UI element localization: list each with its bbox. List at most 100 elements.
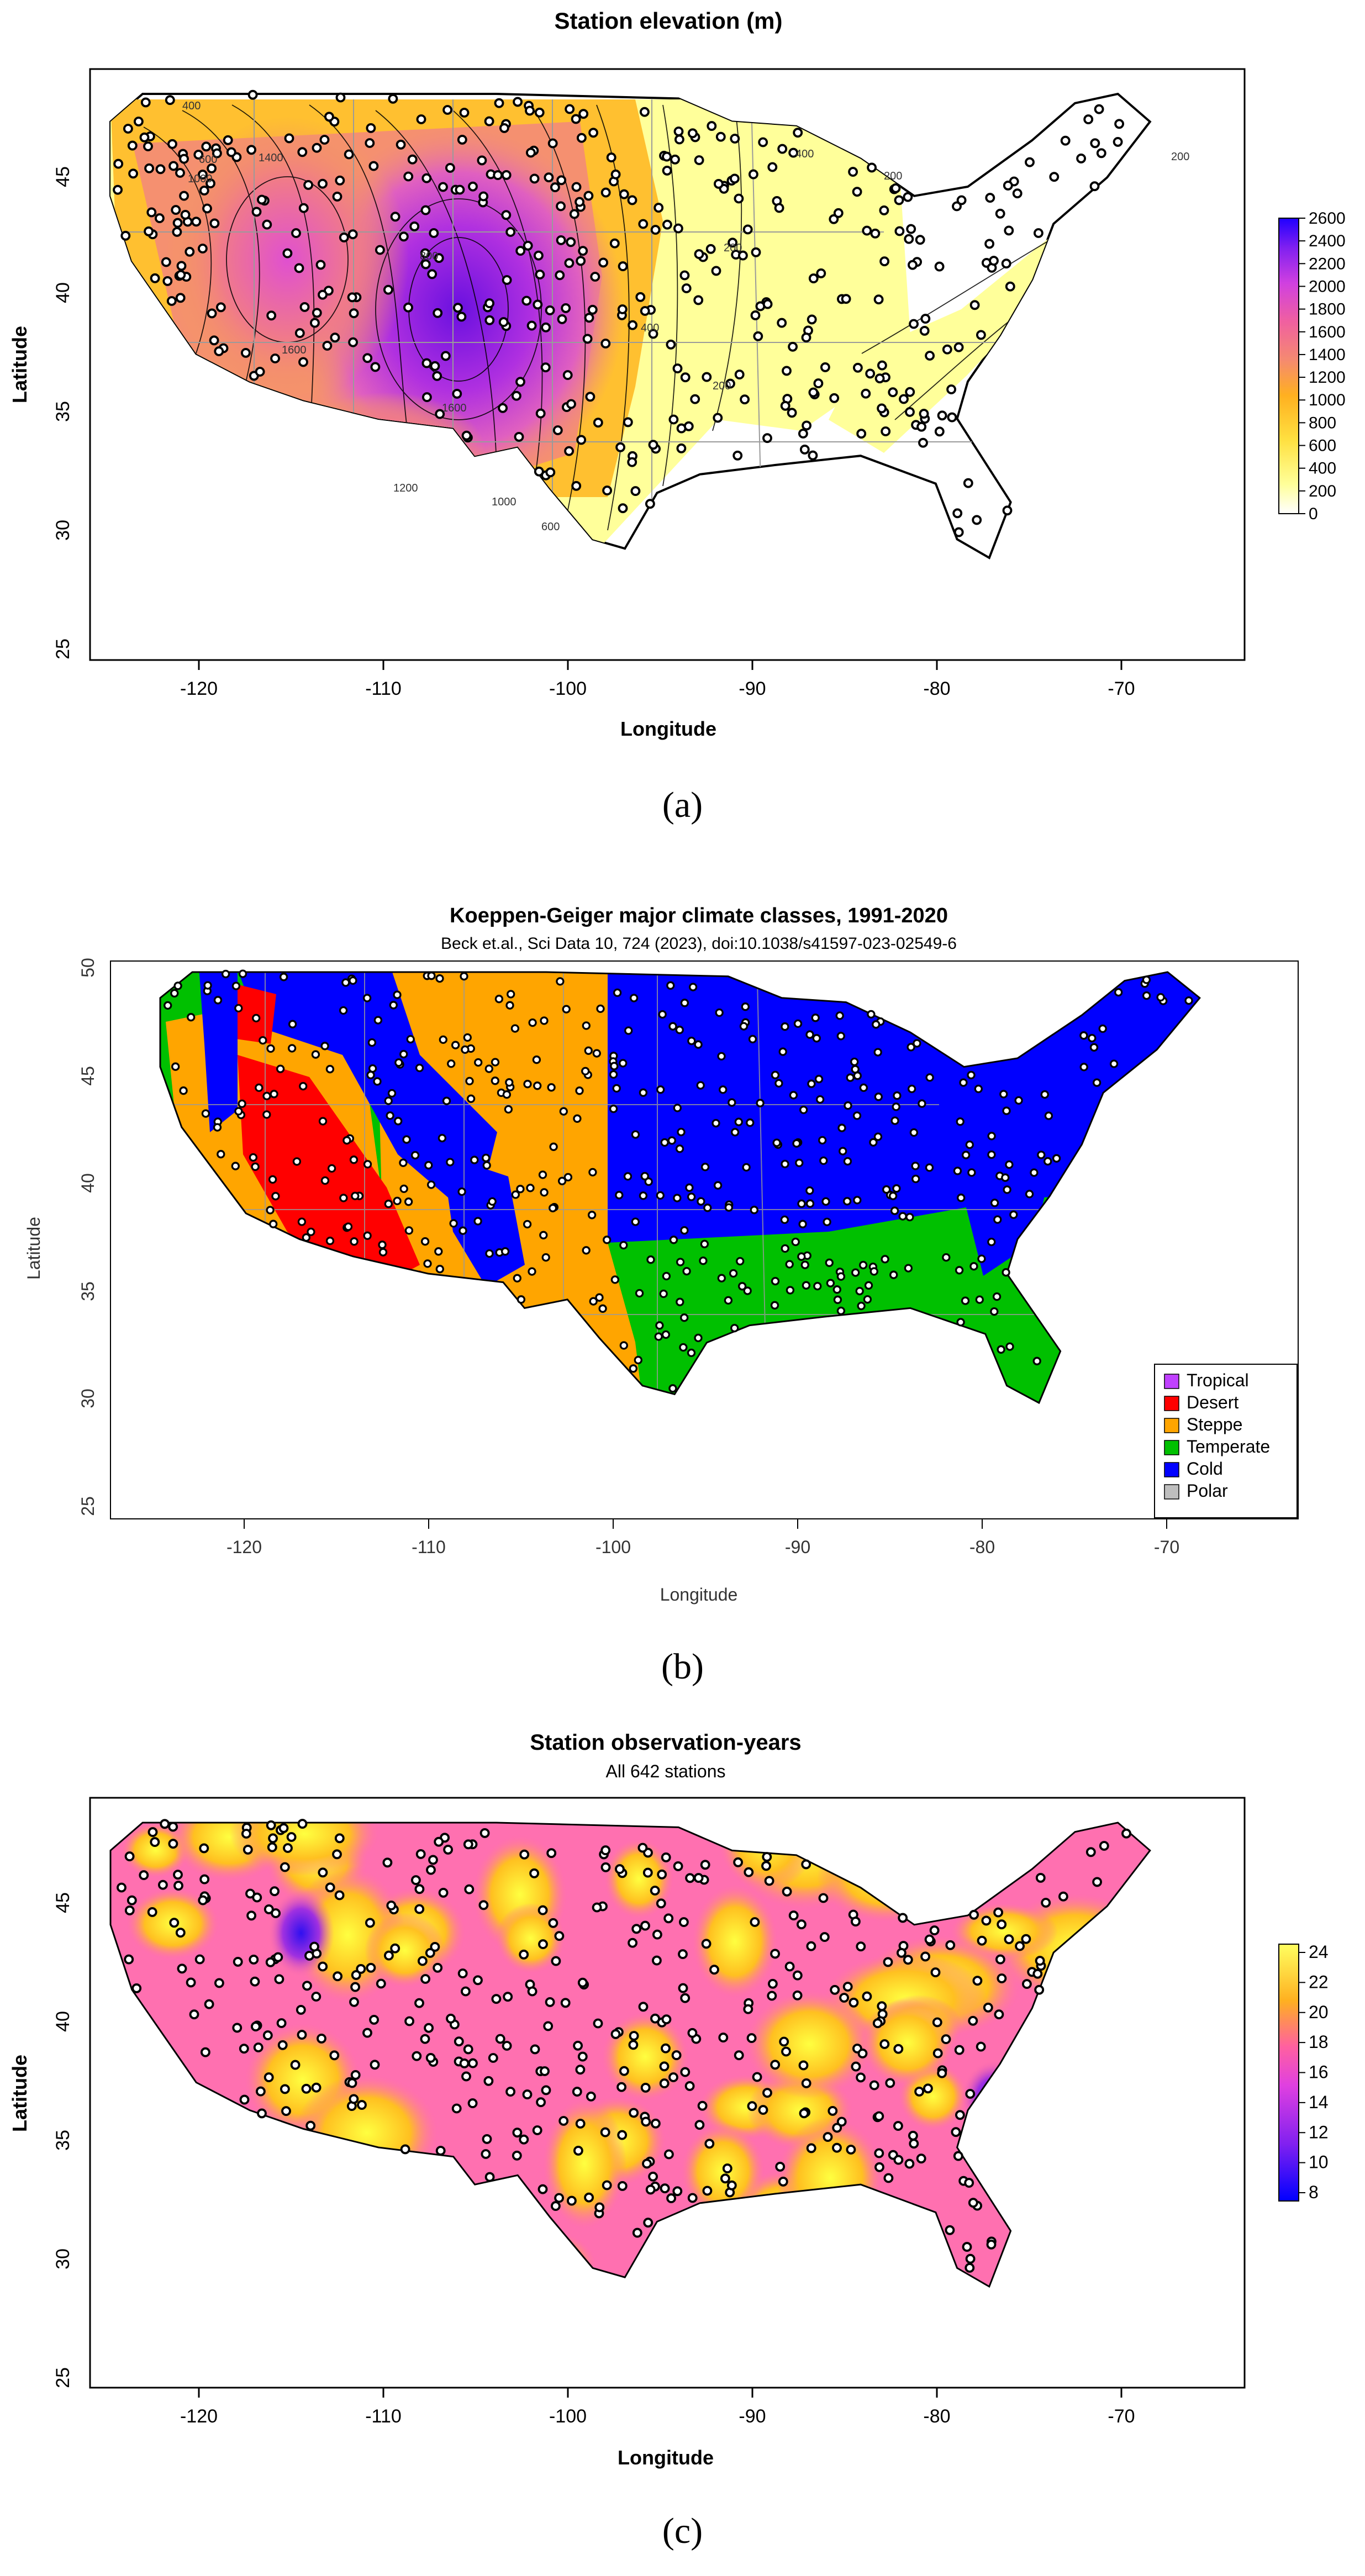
- station-marker: [299, 302, 310, 312]
- station-marker: [694, 155, 704, 165]
- x-tick-label: -90: [739, 678, 766, 699]
- station-marker: [666, 339, 676, 350]
- station-marker: [746, 2033, 757, 2044]
- station-marker: [635, 1289, 644, 1298]
- station-marker: [609, 238, 620, 249]
- station-marker: [519, 1849, 530, 1860]
- station-marker: [550, 2201, 561, 2211]
- station-marker: [869, 2080, 879, 2091]
- station-marker: [832, 2123, 842, 2133]
- station-marker: [678, 1949, 688, 1960]
- station-marker: [409, 221, 420, 231]
- station-marker: [628, 320, 638, 330]
- station-marker: [618, 503, 628, 514]
- station-marker: [659, 1289, 668, 1298]
- station-marker: [764, 1876, 774, 1886]
- station-marker: [541, 2085, 551, 2095]
- station-marker: [1142, 975, 1151, 984]
- station-marker: [677, 1127, 686, 1137]
- station-marker: [846, 2145, 856, 2155]
- station-marker: [694, 1040, 703, 1049]
- station-marker: [414, 1884, 425, 1894]
- station-marker: [502, 275, 512, 285]
- station-marker: [779, 2036, 789, 2047]
- station-marker: [233, 1956, 243, 1967]
- station-marker: [946, 384, 957, 394]
- station-marker: [434, 1836, 444, 1847]
- station-marker: [584, 2192, 594, 2203]
- station-marker: [197, 244, 208, 254]
- station-marker: [468, 2058, 478, 2068]
- station-marker: [465, 1076, 474, 1086]
- station-marker: [277, 2040, 288, 2050]
- station-marker: [1037, 1150, 1046, 1159]
- x-tick-label: -80: [923, 2406, 950, 2427]
- panel-c-ylabel: Latitude: [8, 2055, 31, 2132]
- station-marker: [662, 165, 672, 176]
- station-marker: [562, 370, 573, 381]
- panel-b-stations: [164, 969, 1193, 1393]
- station-marker: [808, 450, 818, 461]
- station-marker: [171, 1062, 180, 1071]
- station-marker: [619, 1241, 628, 1250]
- station-marker: [870, 228, 881, 239]
- station-marker: [639, 107, 650, 117]
- station-marker: [977, 1254, 986, 1263]
- station-marker: [650, 2118, 661, 2129]
- station-marker: [1076, 153, 1087, 163]
- station-marker: [1092, 1877, 1103, 1887]
- station-marker: [160, 1819, 170, 1829]
- panel-a-stations: [113, 89, 1125, 537]
- station-marker: [406, 1034, 415, 1044]
- station-marker: [1005, 281, 1015, 292]
- station-marker: [479, 1828, 490, 1838]
- station-marker: [616, 2082, 627, 2092]
- station-marker: [1034, 1984, 1045, 1995]
- station-marker: [782, 366, 792, 376]
- station-marker: [425, 2052, 436, 2063]
- station-marker: [351, 1191, 360, 1201]
- station-marker: [925, 351, 935, 361]
- station-marker: [617, 2181, 628, 2191]
- station-marker: [872, 2018, 883, 2029]
- station-marker: [952, 508, 963, 519]
- station-marker: [623, 1172, 633, 1181]
- station-marker: [357, 2100, 367, 2110]
- station-marker: [514, 431, 524, 442]
- station-marker: [279, 973, 288, 981]
- station-marker: [262, 2030, 273, 2041]
- station-marker: [582, 1021, 591, 1030]
- station-marker: [459, 108, 470, 118]
- station-marker: [311, 1050, 320, 1059]
- station-marker: [748, 169, 758, 180]
- station-marker: [987, 1132, 996, 1141]
- station-marker: [526, 320, 537, 331]
- station-marker: [251, 1162, 260, 1171]
- station-marker: [729, 1269, 738, 1278]
- station-marker: [452, 303, 463, 313]
- station-marker: [758, 137, 768, 147]
- station-marker: [792, 1970, 803, 1981]
- station-marker: [892, 1184, 901, 1193]
- station-marker: [154, 213, 165, 224]
- station-marker: [598, 1304, 607, 1313]
- colorbar-tick-label: 0: [1309, 505, 1318, 523]
- colorbar-tick-label: 600: [1309, 437, 1336, 455]
- legend-swatch-polar: [1164, 1484, 1179, 1500]
- station-marker: [1032, 1968, 1043, 1979]
- station-marker: [1035, 1872, 1046, 1883]
- station-marker: [610, 1275, 620, 1284]
- svg-text:200: 200: [1171, 151, 1189, 163]
- colorbar-tick-label: 1200: [1309, 368, 1346, 387]
- station-marker: [1033, 228, 1043, 238]
- y-tick-label: 25: [52, 2367, 73, 2388]
- station-marker: [504, 1105, 513, 1114]
- station-marker: [592, 1902, 602, 1913]
- station-marker: [648, 440, 658, 450]
- station-marker: [894, 195, 904, 205]
- station-marker: [645, 499, 655, 509]
- station-marker: [600, 339, 611, 349]
- station-marker: [547, 138, 558, 149]
- panel-b-xlabel: Longitude: [660, 1585, 738, 1604]
- station-marker: [1044, 1111, 1053, 1120]
